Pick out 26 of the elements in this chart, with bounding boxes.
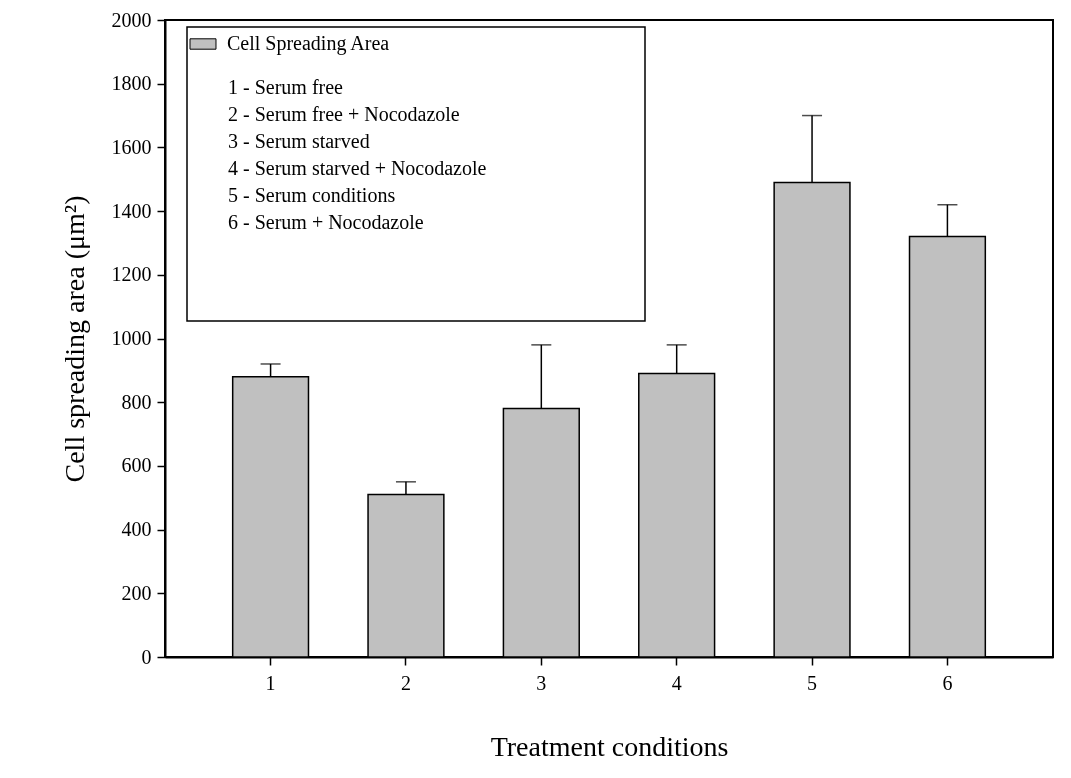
y-tick-label: 2000 [111,8,152,31]
annotation: 1 - Serum free [228,76,344,98]
annotation: 6 - Serum + Nocodazole [228,211,424,233]
y-tick-label: 1200 [111,263,152,286]
y-tick-label: 600 [121,454,152,477]
y-tick-label: 400 [121,518,152,541]
y-tick-label: 800 [121,390,152,413]
y-tick-label: 1800 [111,72,152,95]
annotation: 4 - Serum starved + Nocodazole [228,157,487,179]
y-tick-label: 200 [121,581,152,604]
x-tick-label: 2 [400,671,411,694]
legend-label: Cell Spreading Area [227,32,390,55]
y-axis-title: Cell spreading area (μm²) [58,195,90,483]
x-tick-label: 6 [942,671,953,694]
annotation: 2 - Serum free + Nocodazole [228,103,460,125]
y-tick-label: 1600 [111,135,152,158]
x-tick-label: 1 [265,671,276,694]
annotation: 3 - Serum starved [228,130,370,152]
y-tick-label: 1400 [111,199,152,222]
y-tick-label: 0 [141,645,152,668]
y-tick-label: 1000 [111,327,152,349]
x-tick-label: 4 [671,671,682,694]
x-tick-label: 5 [807,671,818,694]
annotation: 5 - Serum conditions [228,184,396,206]
x-tick-label: 3 [536,671,547,694]
x-axis-title: Treatment conditions [490,730,729,762]
